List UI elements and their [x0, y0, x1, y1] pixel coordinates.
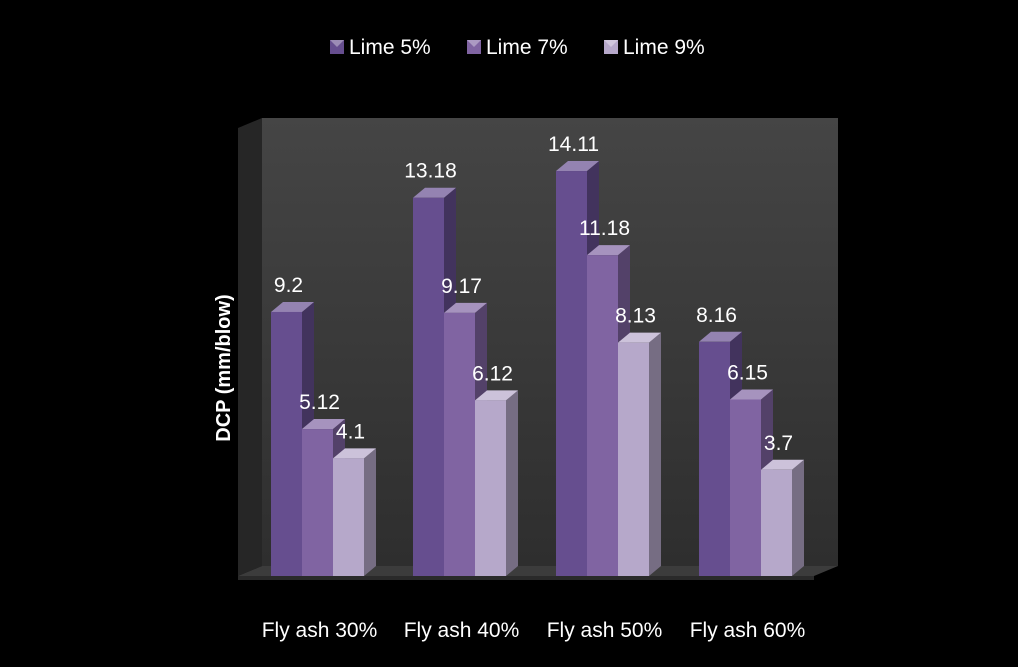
bar-side [364, 448, 376, 576]
floor-edge [238, 576, 814, 580]
bar-front [271, 311, 302, 576]
data-label: 8.13 [615, 305, 656, 328]
bar-4-3 [761, 459, 804, 576]
bar-front [587, 255, 618, 576]
legend-item-1: Lime 5% [330, 36, 431, 59]
data-label: 3.7 [764, 432, 793, 455]
bar-top [761, 459, 804, 470]
data-label: 6.12 [472, 362, 513, 385]
bar-top [556, 161, 599, 172]
bar-top [302, 419, 345, 430]
category-label: Fly ash 50% [547, 619, 663, 642]
category-axis: Fly ash 30% Fly ash 40% Fly ash 50% Fly ash… [262, 619, 806, 642]
data-label: 9.17 [441, 275, 482, 298]
data-label: 5.12 [299, 391, 340, 414]
legend-swatch-top [330, 40, 344, 47]
category-label: Fly ash 60% [690, 619, 806, 642]
bar-front [475, 400, 506, 576]
legend-label: Lime 7% [486, 36, 568, 59]
side-wall [238, 118, 262, 576]
bar-3-3 [618, 332, 661, 576]
bar-top [587, 245, 630, 256]
data-label: 13.18 [404, 160, 457, 183]
legend-label: Lime 9% [623, 36, 705, 59]
bar-front [413, 197, 444, 576]
bar-top [444, 302, 487, 313]
bar-front [302, 429, 333, 576]
bar-side [792, 459, 804, 576]
bar-top [618, 332, 661, 343]
back-wall [262, 118, 838, 566]
bar-1-3 [333, 448, 376, 576]
chart-walls [238, 118, 838, 580]
data-label: 8.16 [696, 304, 737, 327]
bar-top [413, 187, 456, 198]
bar-top [699, 331, 742, 342]
data-label: 11.18 [579, 217, 630, 240]
legend-item-3: Lime 9% [604, 36, 705, 59]
legend-swatch-top [604, 40, 618, 47]
bars-layer [271, 161, 804, 576]
bar-front [333, 458, 364, 576]
bar-front [444, 312, 475, 576]
bar-2-3 [475, 390, 518, 576]
bar-side [506, 390, 518, 576]
y-axis-label: DCP (mm/blow) [213, 294, 235, 441]
legend: Lime 5% Lime 7% Lime 9% [330, 36, 705, 59]
data-label: 9.2 [274, 274, 303, 297]
category-label: Fly ash 40% [404, 619, 520, 642]
bar-front [730, 399, 761, 576]
data-label: 6.15 [727, 361, 768, 384]
legend-label: Lime 5% [349, 36, 431, 59]
data-label: 4.1 [336, 420, 365, 443]
legend-item-2: Lime 7% [467, 36, 568, 59]
bar-front [618, 342, 649, 576]
bar-top [475, 390, 518, 401]
category-label: Fly ash 30% [262, 619, 378, 642]
data-labels-layer: 9.2 5.12 4.1 13.18 9.17 6.12 14.11 11.18 8.13 8.1… [274, 133, 793, 455]
bar-top [333, 448, 376, 459]
bar-front [556, 171, 587, 576]
bar-top [271, 301, 314, 312]
bar-top [730, 389, 773, 400]
floor [238, 566, 838, 576]
bar-side [649, 332, 661, 576]
bar-front [761, 469, 792, 576]
bar-front [699, 341, 730, 576]
legend-swatch-top [467, 40, 481, 47]
data-label: 14.11 [548, 133, 599, 156]
